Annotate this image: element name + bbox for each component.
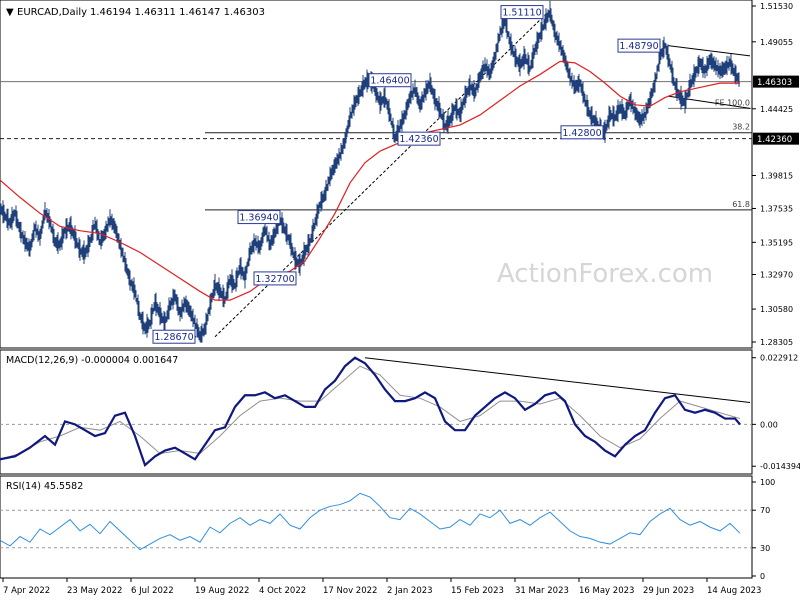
y-tick-5: 1.39815 bbox=[760, 171, 793, 180]
macd-panel-frame bbox=[0, 349, 753, 475]
chart-ohlc: 1.46194 1.46311 1.46147 1.46303 bbox=[90, 7, 265, 18]
level-label-1: 38.2 bbox=[732, 123, 750, 132]
y-tick-2: 1.46303 bbox=[757, 78, 792, 88]
macd-line bbox=[0, 356, 741, 467]
level-label-2: 61.8 bbox=[732, 200, 750, 209]
x-tick-3: 19 Aug 2022 bbox=[195, 586, 249, 596]
x-tick-1: 23 May 2022 bbox=[67, 586, 122, 596]
rsi-panel-frame bbox=[0, 475, 753, 579]
sma-line bbox=[0, 60, 740, 301]
y-tick-3: 1.44425 bbox=[760, 105, 793, 114]
y-tick-box-4 bbox=[753, 132, 799, 145]
macd-tick-2: -0.014394 bbox=[760, 462, 800, 471]
label-box-7 bbox=[152, 329, 196, 344]
x-tick-8: 31 Mar 2023 bbox=[515, 586, 569, 596]
y-tick-8: 1.32970 bbox=[760, 271, 793, 280]
price-label-3: 1.42360 bbox=[399, 134, 438, 145]
y-tick-4: 1.42360 bbox=[757, 135, 792, 145]
price-panel-frame bbox=[0, 0, 753, 349]
macd-title: MACD(12,26,9) -0.000004 0.001647 bbox=[6, 355, 178, 366]
y-tick-0: 1.51530 bbox=[760, 2, 793, 11]
price-label-2: 1.46400 bbox=[370, 76, 409, 87]
x-tick-7: 15 Feb 2023 bbox=[451, 586, 504, 596]
label-box-6 bbox=[253, 271, 297, 286]
x-tick-4: 4 Oct 2022 bbox=[259, 586, 306, 596]
price-label-7: 1.28670 bbox=[154, 332, 193, 343]
level-label-4: FE 100.0 bbox=[715, 98, 750, 107]
x-axis: 7 Apr 2022 23 May 2022 6 Jul 2022 19 Aug 20… bbox=[2, 578, 761, 596]
rsi-tick-1: 70 bbox=[760, 506, 770, 515]
macd-tick-1: 0.00 bbox=[760, 420, 778, 429]
rsi-tick-3: 0 bbox=[760, 572, 765, 581]
label-box-5 bbox=[237, 210, 281, 225]
rsi-title: RSI(14) 45.5582 bbox=[6, 481, 83, 492]
y-tick-7: 1.35195 bbox=[760, 238, 793, 247]
trendline-1 bbox=[667, 45, 751, 57]
macd-trendline bbox=[364, 357, 751, 404]
y-tick-9: 1.30580 bbox=[760, 305, 793, 314]
label-box-3 bbox=[397, 131, 441, 146]
y-tick-box-2 bbox=[753, 75, 799, 88]
rsi-series: 100 70 30 0 bbox=[0, 478, 775, 581]
price-label-0: 1.51110 bbox=[502, 8, 541, 19]
rsi-tick-2: 30 bbox=[760, 544, 770, 553]
rsi-line bbox=[0, 492, 741, 551]
x-tick-11: 14 Aug 2023 bbox=[707, 586, 761, 596]
price-label-5: 1.36940 bbox=[239, 213, 278, 224]
price-label-4: 1.42800 bbox=[562, 128, 601, 139]
y-tick-10: 1.28305 bbox=[760, 338, 793, 347]
rsi-tick-0: 100 bbox=[760, 478, 775, 487]
label-box-2 bbox=[368, 73, 412, 88]
x-tick-6: 2 Jan 2023 bbox=[387, 586, 433, 596]
price-y-axis: 1.51530 1.49055 1.46303 1.44425 1.42360 1.398… bbox=[752, 2, 799, 347]
chart-symbol: EURCAD,Daily bbox=[17, 7, 87, 18]
symbol-arrow-icon: ▼ bbox=[6, 7, 14, 18]
y-tick-6: 1.37535 bbox=[760, 204, 793, 213]
sma-series bbox=[0, 60, 740, 301]
price-series bbox=[0, 0, 740, 343]
macd-series: 0.022912 0.00 -0.014394 bbox=[0, 354, 800, 471]
price-label-6: 1.32700 bbox=[255, 274, 294, 285]
label-box-1 bbox=[617, 38, 661, 53]
watermark: ActionForex.com bbox=[497, 259, 713, 289]
price-label-1: 1.48790 bbox=[619, 41, 658, 52]
x-tick-10: 29 Jun 2023 bbox=[643, 586, 694, 596]
label-box-4 bbox=[560, 125, 604, 140]
x-tick-0: 7 Apr 2022 bbox=[3, 586, 50, 596]
label-box-0 bbox=[500, 5, 544, 20]
x-tick-2: 6 Jul 2022 bbox=[131, 586, 174, 596]
x-tick-5: 17 Nov 2022 bbox=[323, 586, 377, 596]
macd-tick-0: 0.022912 bbox=[760, 354, 798, 363]
price-labels: 1.51110 1.48790 1.46400 1.42360 1.42800 1.369… bbox=[152, 5, 661, 344]
x-tick-9: 16 May 2023 bbox=[579, 586, 634, 596]
y-tick-1: 1.49055 bbox=[760, 38, 793, 47]
